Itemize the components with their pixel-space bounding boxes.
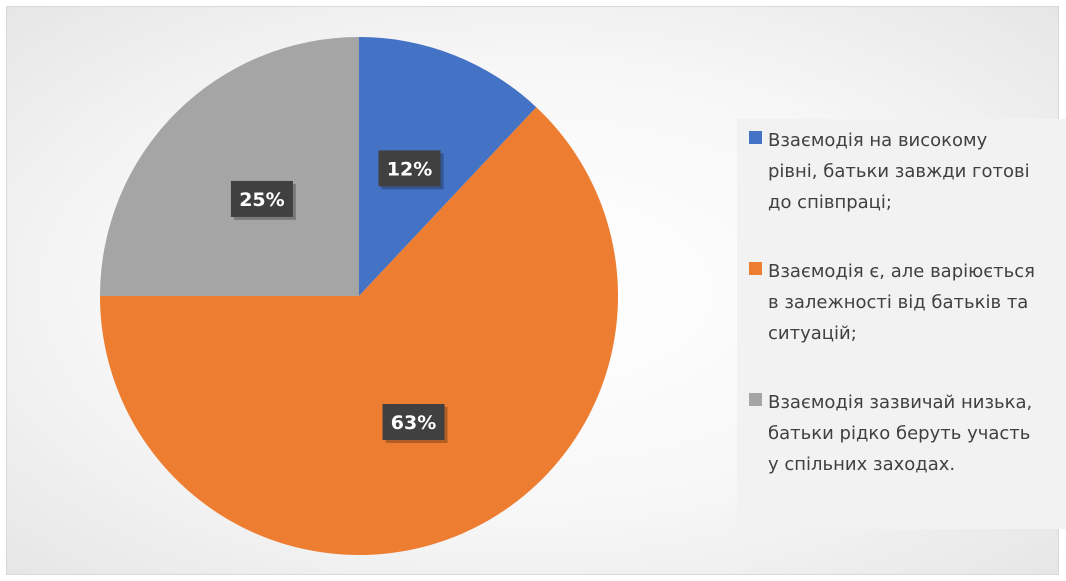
data-label-text-high: 12% (387, 158, 432, 180)
chart-area: 12% 63% 25% Взаємодія на високому рівні, б… (6, 6, 1066, 575)
legend-item-varies: Взаємодія є, але варіюється в залежності… (749, 256, 1059, 349)
pie-slice-high (359, 37, 537, 296)
data-label-text-low: 25% (239, 189, 284, 211)
legend-item-low: Взаємодія зазвичай низька, батьки рідко … (749, 387, 1059, 480)
data-label-box-high (378, 150, 441, 187)
data-label-box-low (230, 180, 293, 217)
legend-label-varies: Взаємодія є, але варіюється в залежності… (768, 261, 1035, 344)
legend-swatch-high (749, 131, 762, 144)
legend-item-high: Взаємодія на високому рівні, батьки завж… (749, 125, 1059, 218)
data-label-varies: 63% (382, 403, 448, 443)
legend: Взаємодія на високому рівні, батьки завж… (737, 119, 1066, 529)
pie-slice-varies (100, 107, 618, 555)
legend-label-low: Взаємодія зазвичай низька, батьки рідко … (768, 392, 1033, 475)
legend-label-high: Взаємодія на високому рівні, батьки завж… (768, 130, 1030, 213)
data-label-text-varies: 63% (391, 412, 436, 434)
legend-swatch-varies (749, 262, 762, 275)
pie-chart: 12% 63% 25% (100, 37, 618, 555)
pie-slice-low (100, 37, 359, 296)
data-label-high: 12% (378, 150, 444, 190)
data-label-low: 25% (230, 180, 296, 220)
data-label-box-varies (382, 403, 445, 440)
legend-swatch-low (749, 393, 762, 406)
